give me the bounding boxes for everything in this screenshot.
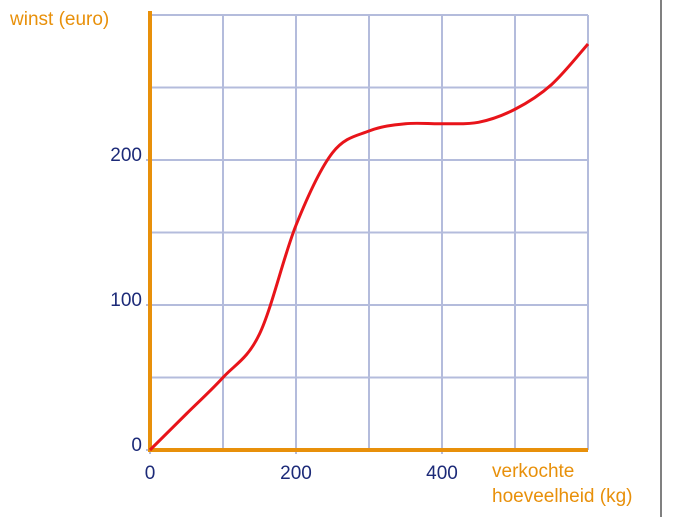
y-tick-label: 100 xyxy=(110,290,142,311)
x-tick-label: 200 xyxy=(280,463,312,484)
x-tick-label: 400 xyxy=(426,463,458,484)
line xyxy=(148,42,590,452)
y-axis-label: winst (euro) xyxy=(9,9,109,30)
x-axis-label: hoeveelheid (kg) xyxy=(492,486,632,507)
x-tick-label: 0 xyxy=(145,463,156,484)
x-axis-label: verkochte xyxy=(492,461,574,482)
y-tick-label: 0 xyxy=(131,435,142,456)
y-tick-label: 200 xyxy=(110,145,142,166)
